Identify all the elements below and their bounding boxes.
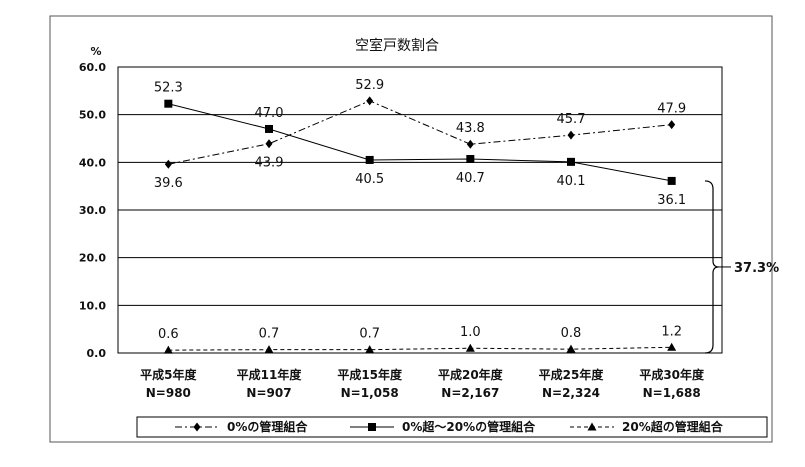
data-point [566, 344, 576, 353]
data-point [264, 345, 274, 354]
data-label: 40.1 [557, 174, 586, 189]
data-point [667, 342, 677, 351]
data-label: 43.8 [456, 121, 485, 136]
x-tick-sublabel: N=2,167 [441, 386, 499, 400]
legend-label: 0%の管理組合 [227, 419, 308, 434]
x-tick-label: 平成30年度 [639, 367, 705, 382]
annotation: 37.3% [704, 180, 779, 354]
data-point [567, 157, 575, 166]
data-label: 52.3 [154, 81, 183, 96]
y-axis: 0.0 10.0 20.0 30.0 40.0 50.0 60.0 [79, 61, 106, 360]
data-label: 43.9 [255, 156, 284, 171]
legend-label: 20%超の管理組合 [622, 419, 724, 434]
legend-marker [193, 422, 201, 432]
legend-marker [587, 422, 597, 431]
legend-box [136, 416, 768, 438]
data-label: 36.1 [657, 193, 686, 208]
y-tick-label: 0.0 [87, 347, 107, 360]
x-tick-label: 平成15年度 [337, 367, 403, 382]
legend: 0%の管理組合 0%超～20%の管理組合 20%超の管理組合 [136, 416, 768, 438]
x-tick-sublabel: N=1,688 [643, 386, 701, 400]
grid-lines [117, 66, 723, 354]
series-lines [163, 96, 677, 354]
x-tick-label: 平成5年度 [140, 367, 197, 382]
data-point [265, 124, 273, 133]
y-tick-label: 50.0 [79, 109, 106, 122]
x-axis: 平成5年度 N=980 平成11年度 N=907 平成15年度 N=1,058 平成20年度… [140, 367, 705, 400]
data-label: 47.9 [657, 102, 686, 117]
data-point [164, 159, 172, 169]
data-label: 1.0 [460, 325, 481, 340]
chart-title: 空室戸数割合 [355, 37, 439, 54]
annotation-label: 37.3% [734, 261, 779, 276]
series-line [168, 100, 672, 165]
x-tick-label: 平成20年度 [438, 367, 504, 382]
data-label: 40.7 [456, 171, 485, 186]
data-label: 0.6 [158, 327, 179, 342]
data-label: 40.5 [355, 172, 384, 187]
x-tick-sublabel: N=2,324 [542, 386, 600, 400]
data-point [365, 155, 374, 164]
data-label: 0.7 [259, 327, 280, 342]
y-tick-label: 10.0 [79, 299, 106, 312]
data-label: 47.0 [255, 106, 284, 121]
chart-border [49, 15, 773, 443]
y-tick-label: 60.0 [79, 61, 106, 74]
data-label: 39.6 [154, 176, 183, 191]
data-label: 52.9 [355, 78, 384, 93]
y-tick-label: 20.0 [79, 252, 106, 265]
data-point [265, 139, 273, 149]
y-tick-label: 30.0 [79, 204, 106, 217]
legend-marker [368, 423, 376, 431]
data-point [163, 345, 173, 354]
y-tick-label: 40.0 [79, 156, 106, 169]
data-label: 0.8 [561, 326, 582, 341]
data-point [466, 154, 475, 163]
x-tick-sublabel: N=980 [146, 386, 191, 400]
data-labels: 39.6 43.9 52.9 43.8 45.7 47.9 52.3 47.0 40.5 40.7… [154, 78, 686, 342]
data-label: 1.2 [661, 324, 682, 339]
data-point [365, 345, 375, 354]
y-axis-unit: % [90, 45, 101, 58]
data-point [667, 176, 676, 185]
series-line [168, 103, 672, 182]
x-tick-sublabel: N=907 [246, 386, 291, 400]
data-label: 0.7 [359, 327, 380, 342]
data-point [465, 343, 475, 352]
data-point [366, 96, 374, 106]
data-label: 45.7 [557, 112, 586, 127]
legend-label: 0%超～20%の管理組合 [402, 419, 536, 434]
data-point [164, 99, 173, 108]
data-point [567, 130, 575, 140]
x-tick-sublabel: N=1,058 [341, 386, 399, 400]
x-tick-label: 平成11年度 [237, 367, 303, 382]
data-point [668, 120, 676, 130]
x-tick-label: 平成25年度 [539, 367, 605, 382]
data-point [466, 139, 474, 149]
